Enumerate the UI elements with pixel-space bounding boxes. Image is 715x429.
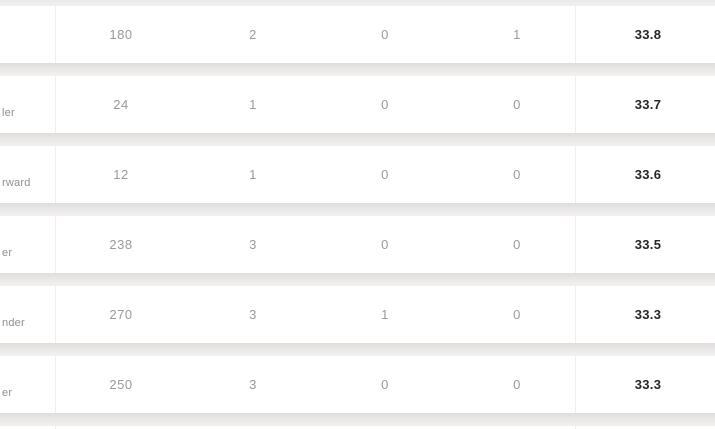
row-gap (0, 273, 715, 286)
stat-cell: 270 (109, 307, 133, 322)
stat-cell: 0 (381, 167, 389, 182)
stat-cell: 3 (249, 307, 257, 322)
stat-cell: 1 (249, 167, 257, 182)
player-position-label: rward (2, 177, 31, 189)
stat-cell: 0 (513, 307, 521, 322)
rating-cell: 33.8 (634, 27, 662, 42)
player-position-label (0, 37, 55, 49)
table-row[interactable] (0, 426, 715, 429)
table-row[interactable]: ler 24 1 0 0 33.7 (0, 76, 715, 133)
stat-cell: 3 (249, 377, 257, 392)
stat-cell: 180 (109, 27, 133, 42)
rating-cell: 33.7 (634, 97, 662, 112)
stat-cell: 0 (513, 237, 521, 252)
stat-cell: 0 (381, 27, 389, 42)
stat-cell: 238 (109, 237, 133, 252)
rating-cell: 33.5 (634, 237, 662, 252)
row-gap (0, 343, 715, 356)
stat-cell: 1 (513, 27, 521, 42)
row-gap (0, 203, 715, 216)
table-row[interactable]: nder 270 3 1 0 33.3 (0, 286, 715, 343)
player-position-label: er (2, 247, 13, 259)
stat-cell: 1 (249, 97, 257, 112)
stat-cell: 24 (113, 97, 129, 112)
stat-cell: 1 (381, 307, 389, 322)
stat-cell: 0 (513, 97, 521, 112)
table-row[interactable]: er 250 3 0 0 33.3 (0, 356, 715, 413)
stat-cell: 0 (513, 167, 521, 182)
stat-cell: 0 (513, 377, 521, 392)
player-position-label: er (2, 387, 13, 399)
row-gap (0, 63, 715, 76)
player-position-label: nder (2, 317, 25, 329)
stat-cell: 0 (381, 97, 389, 112)
row-gap (0, 0, 715, 6)
table-row[interactable]: 180 2 0 1 33.8 (0, 6, 715, 63)
rating-cell: 33.3 (634, 377, 662, 392)
stat-cell: 2 (249, 27, 257, 42)
stat-cell: 0 (381, 377, 389, 392)
row-gap (0, 413, 715, 426)
rating-cell: 33.6 (634, 167, 662, 182)
table-row[interactable]: rward 12 1 0 0 33.6 (0, 146, 715, 203)
row-gap (0, 133, 715, 146)
stat-cell: 3 (249, 237, 257, 252)
player-position-label: ler (2, 107, 15, 119)
table-row[interactable]: er 238 3 0 0 33.5 (0, 216, 715, 273)
stat-cell: 12 (113, 167, 129, 182)
stat-cell: 0 (381, 237, 389, 252)
stat-cell: 250 (109, 377, 133, 392)
rating-cell: 33.3 (634, 307, 662, 322)
